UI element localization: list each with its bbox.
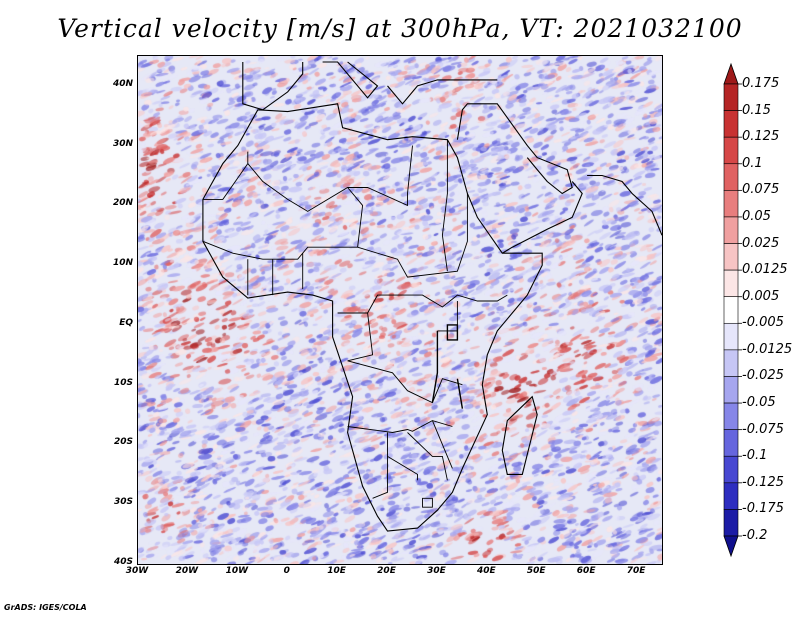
- colorbar-label: 0.125: [742, 129, 780, 145]
- longitude-label: 30E: [427, 566, 446, 576]
- chart-title: Vertical velocity [m/s] at 300hPa, VT: 2…: [57, 14, 743, 43]
- madagascar-coastline: [501, 395, 538, 475]
- italy-coastline: [322, 61, 379, 99]
- colorbar-swatch: [723, 322, 739, 351]
- colorbar-label: 0.075: [742, 182, 780, 198]
- colorbar-label: -0.175: [742, 501, 784, 517]
- colorbar-swatch: [723, 376, 739, 404]
- longitude-label: 70E: [626, 566, 646, 576]
- colorbar-swatch: [723, 349, 739, 377]
- lake-tanganyika: [431, 330, 439, 403]
- lesotho-border: [422, 497, 433, 508]
- border: [407, 432, 448, 481]
- colorbar-label: -0.05: [742, 395, 776, 411]
- border: [347, 420, 453, 433]
- border: [347, 312, 374, 362]
- africa-coastline: [202, 103, 543, 532]
- colorbar-label: -0.125: [742, 474, 784, 490]
- balkans-turkey-coastline: [387, 79, 498, 105]
- border: [247, 145, 413, 212]
- colorbar-label: 0.025: [742, 235, 780, 251]
- colorbar-swatch: [723, 136, 739, 165]
- colorbar-label: -0.005: [742, 315, 784, 331]
- longitude-label: 60E: [576, 566, 596, 576]
- border: [347, 187, 468, 278]
- border: [202, 151, 249, 200]
- longitude-label: 20W: [175, 566, 199, 576]
- border: [347, 360, 463, 404]
- middle-east-coastline: [456, 103, 573, 195]
- colorbar-bottom-arrow: [723, 535, 739, 558]
- colorbar-swatch: [723, 429, 739, 457]
- colorbar-swatch: [723, 190, 739, 218]
- colorbar-label: 0.15: [742, 102, 771, 118]
- longitude-label: 50E: [526, 566, 546, 576]
- colorbar-label: 0.005: [742, 288, 780, 304]
- latitude-label: 20N: [112, 198, 133, 209]
- colorbar-label: 0.1: [742, 155, 763, 171]
- border: [431, 420, 453, 469]
- lake-victoria: [446, 324, 459, 341]
- colorbar-label: 0.175: [742, 76, 780, 91]
- latitude-label: 40S: [113, 557, 133, 567]
- colorbar-label: -0.025: [742, 368, 784, 384]
- colorbar-label: -0.0125: [742, 341, 793, 357]
- iberia-coastline: [242, 62, 304, 111]
- colorbar-swatch: [723, 402, 739, 430]
- longitude-label: 10W: [225, 566, 249, 576]
- longitude-label: 30W: [125, 566, 149, 576]
- border: [372, 432, 388, 499]
- colorbar-swatch: [723, 110, 739, 138]
- map-plot-area: [137, 55, 663, 565]
- colorbar-swatch: [723, 296, 739, 324]
- colorbar-label: -0.075: [742, 421, 784, 437]
- longitude-label: 20E: [377, 566, 396, 576]
- longitude-label: 0: [283, 566, 290, 576]
- latitude-label: 10N: [112, 258, 133, 269]
- colorbar-top-arrow: [723, 62, 739, 85]
- colorbar-swatch: [723, 216, 739, 244]
- colorbar-label: 0.05: [742, 208, 771, 224]
- arabia-south-coastline: [502, 181, 583, 254]
- latitude-label: 30N: [112, 138, 133, 149]
- south-asia-coastline: [587, 174, 662, 236]
- latitude-label: 40N: [112, 78, 133, 89]
- latitude-label: 30S: [113, 497, 133, 508]
- country-boundaries: [202, 61, 662, 532]
- colorbar-label: -0.1: [742, 448, 768, 464]
- colorbar-label: -0.2: [742, 528, 768, 543]
- credit-text: GrADS: IGES/COLA: [4, 603, 87, 612]
- colorbar-swatch: [723, 269, 739, 298]
- colorbar-swatch: [723, 163, 739, 191]
- border: [387, 456, 418, 481]
- longitude-label: 10E: [327, 566, 346, 576]
- border: [337, 294, 508, 314]
- latitude-label: 20S: [113, 437, 133, 448]
- colorbar-label: 0.0125: [742, 262, 788, 278]
- colorbar-swatch: [723, 455, 739, 484]
- colorbar-swatch: [723, 482, 739, 510]
- nile-border: [441, 139, 448, 272]
- border: [202, 240, 358, 260]
- longitude-label: 40E: [476, 566, 496, 576]
- colorbar-swatch: [723, 243, 739, 271]
- colorbar-swatch: [723, 509, 739, 537]
- vertical-velocity-field: [138, 56, 662, 564]
- colorbar-swatch: [723, 83, 739, 111]
- latitude-label: 10S: [113, 377, 133, 388]
- latitude-label: EQ: [119, 317, 133, 328]
- lake-malawi: [456, 378, 464, 409]
